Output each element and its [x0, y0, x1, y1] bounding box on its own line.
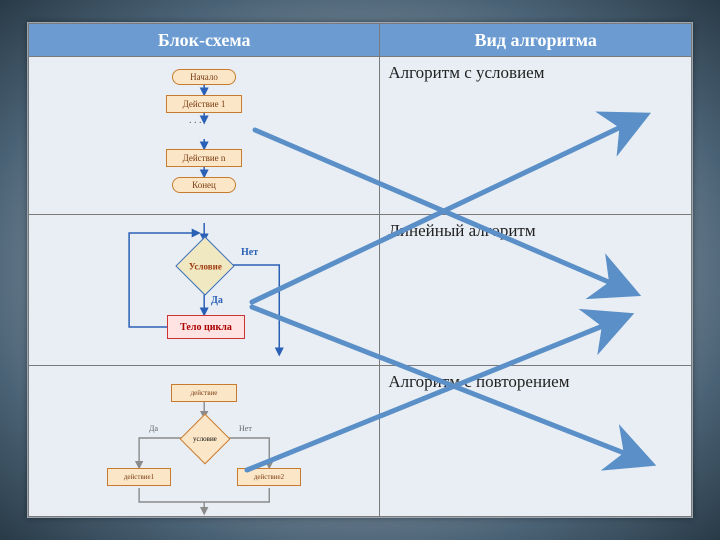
branch-left-label: действие1 — [124, 473, 154, 481]
branch-yes-label: Да — [149, 424, 158, 433]
linear-step1: Действие 1 — [166, 95, 242, 113]
branch-right-label: действие2 — [254, 473, 284, 481]
content-panel: Блок-схема Вид алгоритма — [27, 22, 693, 518]
branch-top-label: действие — [191, 389, 218, 397]
linear-dots: . . . — [189, 115, 202, 126]
linear-end: Конец — [172, 177, 236, 193]
loop-condition: Условие — [175, 236, 234, 295]
answer-cell: Алгоритм с повторением — [380, 366, 692, 517]
loop-yes-label: Да — [211, 295, 223, 306]
loop-no-label: Нет — [241, 247, 258, 258]
table-row: действие условие действие1 действие2 Да … — [29, 366, 692, 517]
loop-condition-label: Условие — [189, 261, 222, 271]
answer-text: Алгоритм с условием — [380, 57, 691, 214]
header-row: Блок-схема Вид алгоритма — [29, 24, 692, 57]
branch-condition-label: условие — [193, 435, 217, 443]
table-row: Начало Действие 1 . . . Действие n Конец… — [29, 57, 692, 215]
answer-text: Линейный алгоритм — [380, 215, 691, 365]
diagram-cell-branch: действие условие действие1 действие2 Да … — [29, 366, 380, 517]
diagram-cell-linear: Начало Действие 1 . . . Действие n Конец — [29, 57, 380, 215]
branch-left: действие1 — [107, 468, 171, 486]
answer-text: Алгоритм с повторением — [380, 366, 691, 516]
header-left: Блок-схема — [29, 24, 380, 57]
header-right: Вид алгоритма — [380, 24, 692, 57]
loop-body: Тело цикла — [167, 315, 245, 339]
branch-top: действие — [171, 384, 237, 402]
branch-no-label: Нет — [239, 424, 252, 433]
linear-start: Начало — [172, 69, 236, 85]
linear-stepn: Действие n — [166, 149, 242, 167]
slide-stage: Блок-схема Вид алгоритма — [0, 0, 720, 540]
table-row: Условие Тело цикла Нет Да Линейный алгор… — [29, 215, 692, 366]
diagram-cell-loop: Условие Тело цикла Нет Да — [29, 215, 380, 366]
answer-cell: Линейный алгоритм — [380, 215, 692, 366]
answer-cell: Алгоритм с условием — [380, 57, 692, 215]
branch-condition: условие — [180, 414, 231, 465]
branch-right: действие2 — [237, 468, 301, 486]
matching-table: Блок-схема Вид алгоритма — [28, 23, 692, 517]
